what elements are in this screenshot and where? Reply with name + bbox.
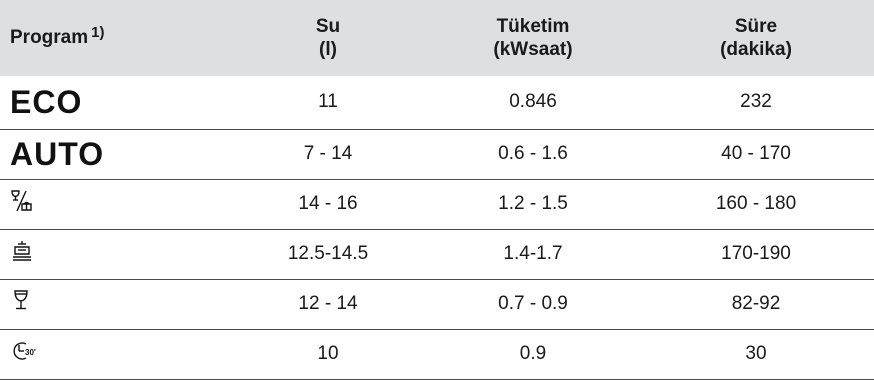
program-cell	[0, 179, 228, 229]
duration-cell: 170-190	[721, 243, 791, 264]
header-duration: Süre (dakika)	[638, 0, 874, 76]
program-auto-label: AUTO	[10, 135, 105, 172]
pot-icon	[10, 239, 34, 269]
header-program-label: Program	[10, 27, 89, 48]
energy-cell: 0.6 - 1.6	[498, 143, 568, 164]
table-row: 30' 10 0.9 30	[0, 329, 874, 379]
water-cell: 12.5-14.5	[287, 243, 369, 264]
glass-plate-icon	[10, 189, 34, 219]
table-row: 12 - 14 0.7 - 0.9 82-92	[0, 279, 874, 329]
duration-cell: 160 - 180	[715, 193, 797, 214]
energy-cell: 1.2 - 1.5	[498, 193, 568, 214]
program-eco-label: ECO	[10, 83, 83, 120]
header-energy-label: Tüketim	[496, 16, 570, 37]
duration-cell: 30	[745, 343, 767, 364]
header-program: Program 1)	[0, 0, 228, 76]
header-water-label: Su	[315, 16, 341, 37]
energy-cell: 0.7 - 0.9	[498, 293, 568, 314]
water-cell: 7 - 14	[303, 143, 353, 164]
header-energy-unit: (kWsaat)	[493, 39, 573, 60]
glass-icon	[10, 289, 34, 319]
energy-cell: 0.846	[509, 91, 557, 113]
energy-cell: 0.9	[519, 343, 547, 364]
header-program-note: 1)	[91, 24, 105, 41]
table-row: ECO 11 0.846 232	[0, 76, 874, 129]
svg-text:30': 30'	[25, 348, 36, 357]
table-row: 12.5-14.5 1.4-1.7 170-190	[0, 229, 874, 279]
program-cell: 30'	[0, 329, 228, 379]
program-cell: ECO	[0, 76, 228, 129]
table-row: 14 - 16 1.2 - 1.5 160 - 180	[0, 179, 874, 229]
water-cell: 10	[317, 343, 339, 364]
duration-cell: 232	[740, 91, 772, 113]
header-row: Program 1) Su (l) Tüketim (kWsaat) Süre (…	[0, 0, 874, 76]
program-cell	[0, 229, 228, 279]
water-cell: 14 - 16	[298, 193, 358, 214]
energy-cell: 1.4-1.7	[503, 243, 563, 264]
water-cell: 11	[318, 91, 338, 113]
header-duration-unit: (dakika)	[720, 39, 792, 60]
program-cell: AUTO	[0, 129, 228, 179]
header-duration-label: Süre	[734, 16, 778, 37]
table-row: AUTO 7 - 14 0.6 - 1.6 40 - 170	[0, 129, 874, 179]
duration-cell: 82-92	[731, 293, 781, 314]
header-water-unit: (l)	[319, 39, 337, 60]
header-water: Su (l)	[228, 0, 428, 76]
duration-cell: 40 - 170	[721, 143, 791, 164]
water-cell: 12 - 14	[298, 293, 358, 314]
header-energy: Tüketim (kWsaat)	[428, 0, 638, 76]
program-cell	[0, 279, 228, 329]
quick-30-icon: 30'	[10, 339, 40, 369]
